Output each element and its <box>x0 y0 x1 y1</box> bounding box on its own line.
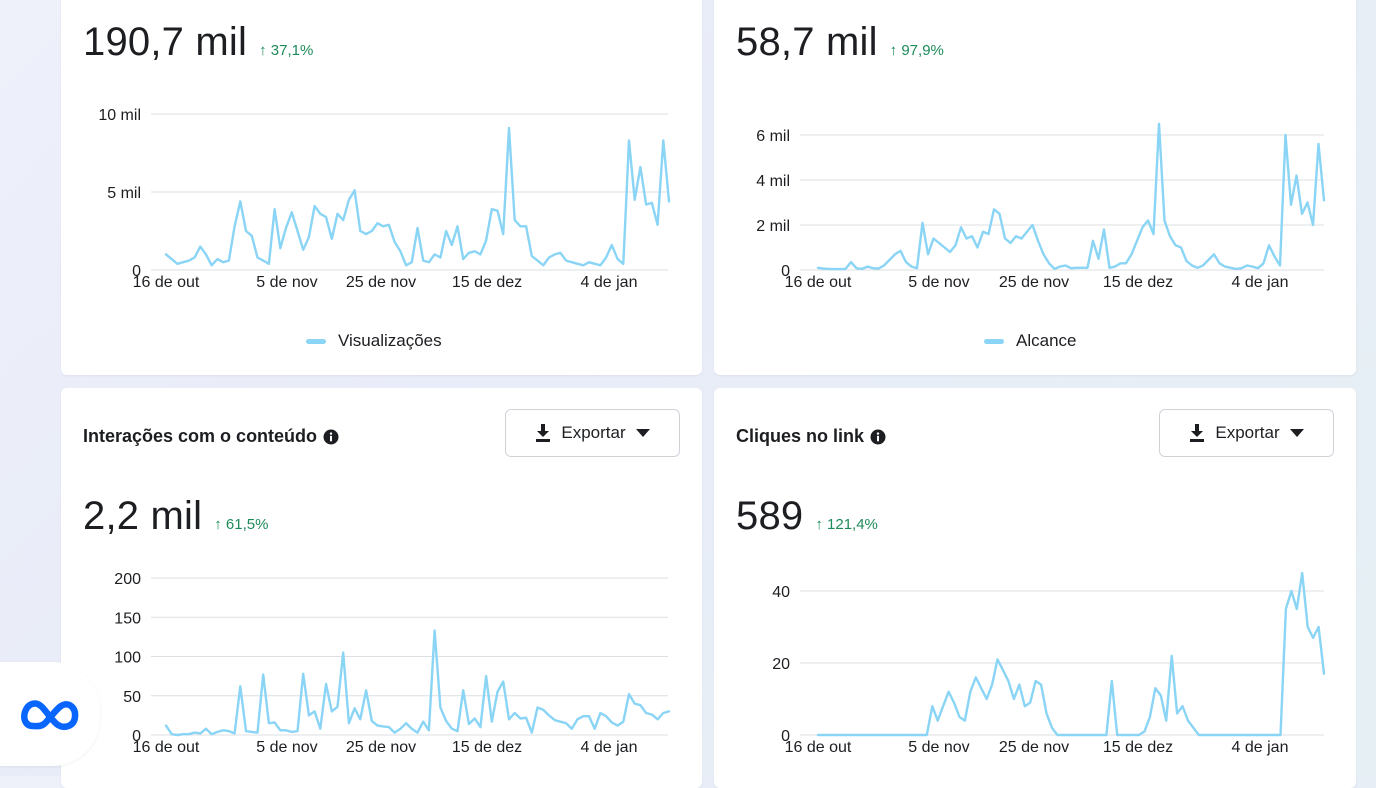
interactions-total: 2,2 mil <box>83 494 203 538</box>
reach-delta: ↑ 97,9% <box>889 42 944 59</box>
views-total: 190,7 mil <box>83 20 248 64</box>
interactions-title: Interações com o conteúdo <box>83 426 339 447</box>
views-delta: ↑ 37,1% <box>259 42 314 59</box>
x-tick-label: 16 de out <box>785 739 852 756</box>
x-tick-label: 16 de out <box>133 739 200 756</box>
meta-logo <box>0 662 100 766</box>
clicks-card: Cliques no link Exportar 589 ↑ 121,4% 0 2… <box>714 388 1356 788</box>
x-tick-label: 5 de nov <box>256 274 317 291</box>
x-tick-label: 25 de nov <box>346 274 416 291</box>
x-tick-label: 16 de out <box>785 274 852 291</box>
y-tick-label: 0 <box>132 263 141 280</box>
views-legend-label: Visualizações <box>338 331 442 350</box>
x-tick-label: 4 de jan <box>581 274 638 291</box>
x-tick-label: 15 de dez <box>452 274 522 291</box>
clicks-total: 589 <box>736 494 804 538</box>
clicks-metric: 589 ↑ 121,4% <box>736 494 878 539</box>
legend-swatch <box>306 338 326 344</box>
views-legend: Visualizações <box>306 331 442 351</box>
download-icon <box>1190 424 1205 442</box>
interactions-chart[interactable]: 0 50 100 150 200 16 de out 5 de nov 25 de nov 15… <box>61 388 702 778</box>
views-card: 190,7 mil ↑ 37,1% 0 5 mil 10 mil 16 de out 5… <box>61 0 702 375</box>
reach-chart[interactable]: 0 2 mil 4 mil 6 mil 16 de out 5 de nov 25 de n… <box>714 0 1356 291</box>
series-line <box>816 571 1326 737</box>
caret-down-icon <box>1289 429 1304 437</box>
x-tick-label: 15 de dez <box>1103 739 1173 756</box>
x-tick-label: 15 de dez <box>1103 274 1173 291</box>
interactions-card: Interações com o conteúdo Exportar 2,2 m… <box>61 388 702 788</box>
x-tick-label: 5 de nov <box>908 274 969 291</box>
series-line <box>816 122 1326 271</box>
y-tick-label: 0 <box>781 263 790 280</box>
y-tick-label: 150 <box>114 610 141 627</box>
reach-metric: 58,7 mil ↑ 97,9% <box>736 20 944 65</box>
x-tick-label: 15 de dez <box>452 739 522 756</box>
interactions-export-button[interactable]: Exportar <box>505 409 680 457</box>
export-label: Exportar <box>561 423 626 442</box>
export-label: Exportar <box>1215 423 1280 442</box>
x-tick-label: 25 de nov <box>999 739 1069 756</box>
y-tick-label: 0 <box>781 728 790 745</box>
clicks-export-button[interactable]: Exportar <box>1159 409 1334 457</box>
x-tick-label: 5 de nov <box>256 739 317 756</box>
interactions-metric: 2,2 mil ↑ 61,5% <box>83 494 268 539</box>
y-tick-label: 10 mil <box>98 107 141 124</box>
reach-card: 58,7 mil ↑ 97,9% 0 2 mil 4 mil 6 mil 16 de o… <box>714 0 1356 375</box>
x-tick-label: 16 de out <box>133 274 200 291</box>
legend-swatch <box>984 338 1004 344</box>
y-tick-label: 100 <box>114 650 141 667</box>
interactions-delta: ↑ 61,5% <box>214 516 269 533</box>
y-tick-label: 20 <box>772 656 790 673</box>
caret-down-icon <box>635 429 650 437</box>
x-tick-label: 4 de jan <box>1232 739 1289 756</box>
clicks-title: Cliques no link <box>736 426 886 447</box>
series-line <box>164 126 671 267</box>
interactions-title-text: Interações com o conteúdo <box>83 426 318 446</box>
reach-legend: Alcance <box>984 331 1076 351</box>
clicks-delta: ↑ 121,4% <box>815 516 878 533</box>
y-tick-label: 5 mil <box>107 185 141 202</box>
y-tick-label: 0 <box>132 728 141 745</box>
reach-total: 58,7 mil <box>736 20 878 64</box>
y-tick-label: 4 mil <box>756 173 790 190</box>
download-icon <box>536 424 551 442</box>
x-tick-label: 5 de nov <box>908 739 969 756</box>
reach-legend-label: Alcance <box>1016 331 1077 350</box>
x-tick-label: 25 de nov <box>999 274 1069 291</box>
views-metric: 190,7 mil ↑ 37,1% <box>83 20 313 65</box>
y-tick-label: 200 <box>114 571 141 588</box>
x-tick-label: 25 de nov <box>346 739 416 756</box>
y-tick-label: 6 mil <box>756 128 790 145</box>
views-chart[interactable]: 0 5 mil 10 mil 16 de out 5 de nov 25 de nov 15… <box>61 0 702 291</box>
y-tick-label: 2 mil <box>756 218 790 235</box>
clicks-chart[interactable]: 0 20 40 16 de out 5 de nov 25 de nov 15 de dez… <box>714 388 1356 778</box>
series-line <box>164 629 671 737</box>
y-tick-label: 50 <box>123 689 141 706</box>
info-icon[interactable] <box>870 429 886 445</box>
x-tick-label: 4 de jan <box>1232 274 1289 291</box>
y-tick-label: 40 <box>772 584 790 601</box>
info-icon[interactable] <box>323 429 339 445</box>
meta-logo-icon <box>21 700 79 730</box>
clicks-title-text: Cliques no link <box>736 426 865 446</box>
x-tick-label: 4 de jan <box>581 739 638 756</box>
